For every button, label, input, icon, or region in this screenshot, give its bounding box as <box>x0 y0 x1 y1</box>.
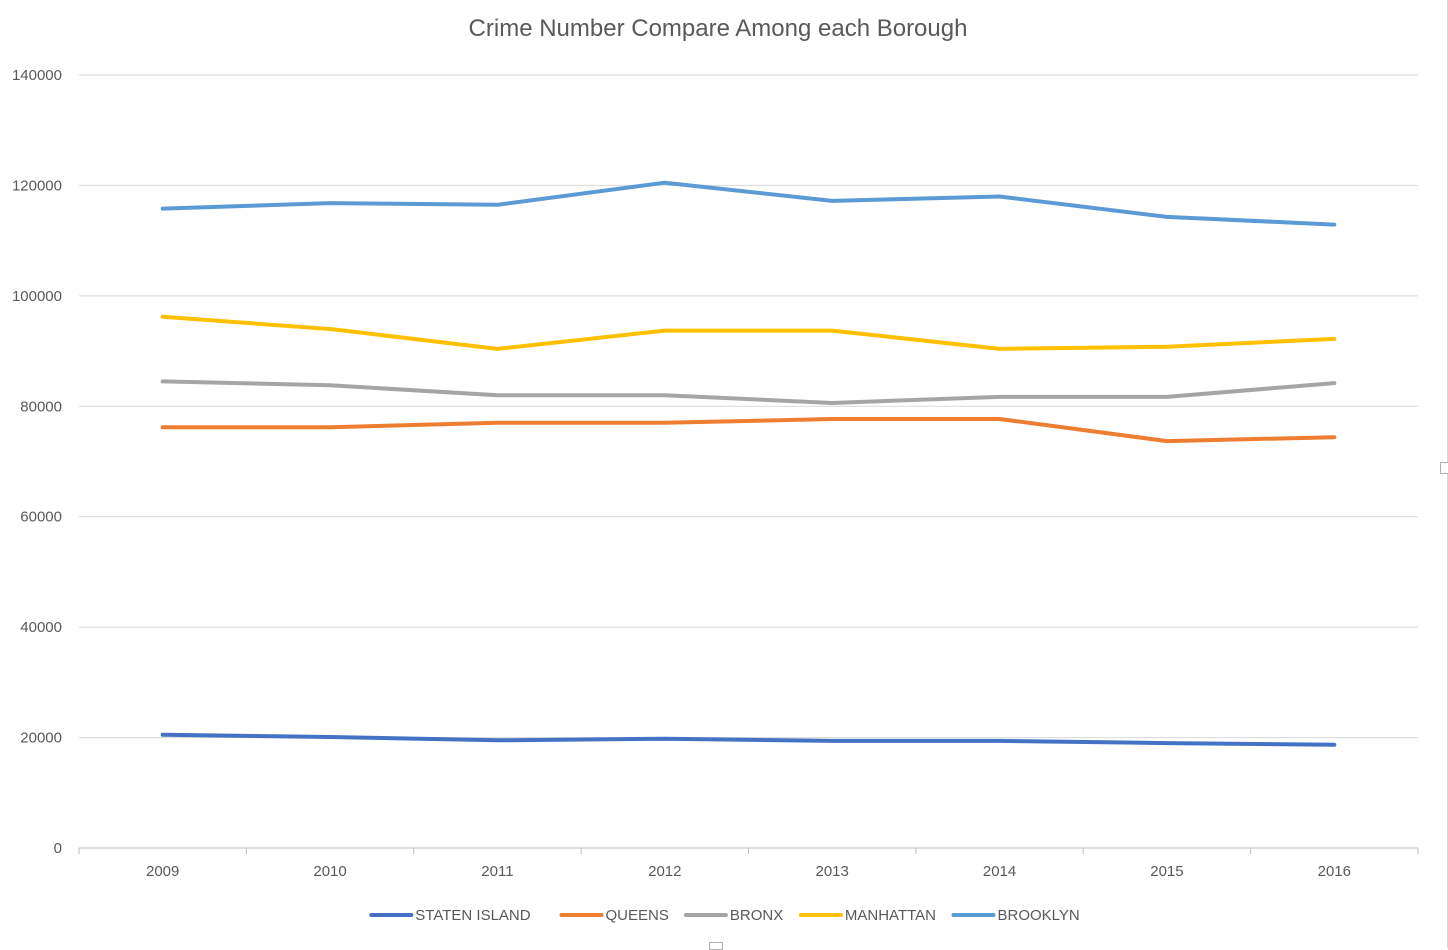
y-tick-label: 120000 <box>12 177 62 194</box>
resize-handle-right[interactable] <box>1440 462 1448 474</box>
resize-handle-bottom[interactable] <box>709 942 723 950</box>
legend-label: QUEENS <box>606 907 669 924</box>
y-tick-label: 40000 <box>20 619 62 636</box>
series-line-brooklyn <box>160 180 1337 227</box>
series-line-staten-island <box>160 732 1337 747</box>
x-tick-label: 2016 <box>1318 863 1351 880</box>
legend-label: BRONX <box>730 907 783 924</box>
y-tick-label: 0 <box>54 840 62 857</box>
x-tick-label: 2015 <box>1150 863 1183 880</box>
legend-label: MANHATTAN <box>845 907 936 924</box>
x-tick-label: 2013 <box>816 863 849 880</box>
y-tick-label: 20000 <box>20 730 62 747</box>
legend-label: STATEN ISLAND <box>415 907 530 924</box>
series-lines <box>160 180 1337 747</box>
y-tick-label: 60000 <box>20 509 62 526</box>
x-tick-label: 2010 <box>313 863 346 880</box>
x-tick-label: 2009 <box>146 863 179 880</box>
x-tick-label: 2011 <box>481 863 513 880</box>
chart-title: Crime Number Compare Among each Borough <box>469 15 968 42</box>
x-axis-ticks: 2009 2010 2011 2012 2013 2014 2015 2016 <box>146 863 1351 880</box>
y-tick-label: 100000 <box>12 288 62 305</box>
series-line-queens <box>160 417 1337 444</box>
y-axis-ticks: 0 20000 40000 60000 80000 100000 120000 140000 <box>12 67 62 857</box>
series-line-bronx <box>160 379 1337 405</box>
y-tick-label: 140000 <box>12 67 62 84</box>
series-line-manhattan <box>160 314 1337 351</box>
legend: STATEN ISLAND QUEENS BRONX MANHATTAN BROOKLY… <box>369 907 1080 924</box>
x-tick-label: 2012 <box>648 863 681 880</box>
y-tick-label: 80000 <box>20 398 62 415</box>
x-tick-label: 2014 <box>983 863 1016 880</box>
legend-label: BROOKLYN <box>998 907 1080 924</box>
